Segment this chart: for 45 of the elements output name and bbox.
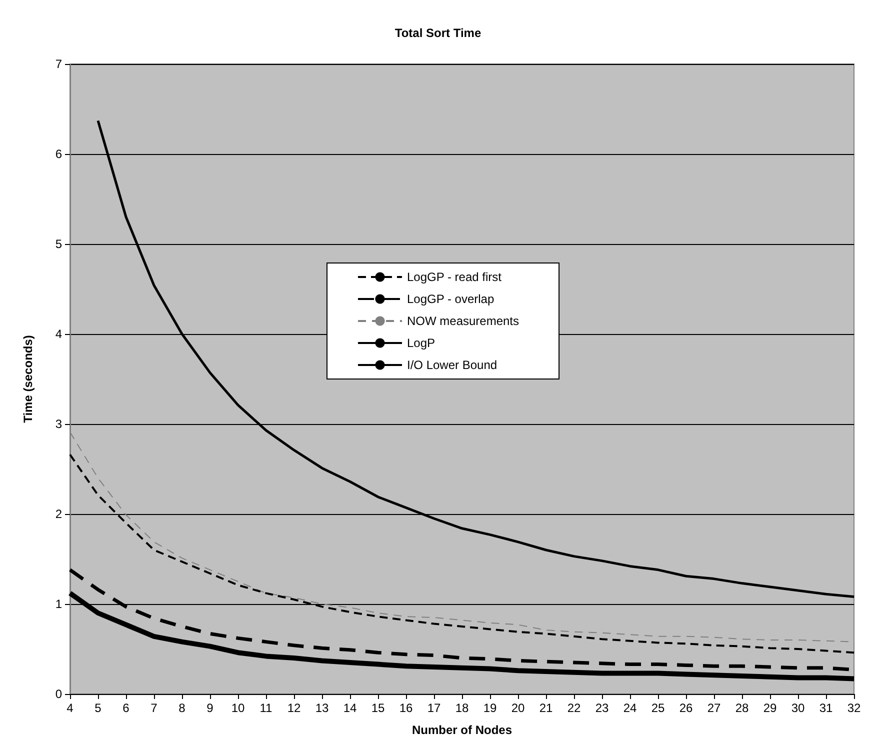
- legend-label: LogGP - overlap: [406, 292, 494, 306]
- x-tick-label: 25: [651, 701, 665, 715]
- legend-label: LogGP - read first: [406, 270, 502, 284]
- y-tick-label: 7: [55, 57, 62, 71]
- x-tick-label: 29: [763, 701, 777, 715]
- legend-label: NOW measurements: [406, 314, 520, 328]
- x-tick-label: 12: [287, 701, 301, 715]
- x-tick-label: 8: [178, 701, 186, 715]
- x-tick-label: 26: [679, 701, 693, 715]
- x-tick-label: 32: [847, 701, 861, 715]
- x-tick-label: 31: [819, 701, 833, 715]
- x-tick-label: 19: [483, 701, 497, 715]
- y-tick-label: 4: [55, 327, 62, 341]
- x-tick-label: 10: [231, 701, 245, 715]
- y-tick-label: 2: [55, 507, 62, 521]
- x-tick-label: 21: [539, 701, 553, 715]
- x-tick-label: 5: [94, 701, 102, 715]
- legend-label: I/O Lower Bound: [406, 358, 498, 372]
- x-tick-label: 13: [315, 701, 329, 715]
- y-tick-label: 5: [55, 237, 62, 251]
- x-tick-label: 28: [735, 701, 749, 715]
- x-tick-label: 27: [707, 701, 721, 715]
- x-tick-label: 9: [206, 701, 214, 715]
- x-tick-label: 20: [511, 701, 525, 715]
- x-tick-label: 11: [260, 701, 273, 715]
- x-tick-label: 17: [427, 701, 441, 715]
- legend-label: LogP: [406, 336, 436, 350]
- y-tick-label: 0: [55, 687, 62, 701]
- y-tick-label: 1: [55, 597, 62, 611]
- y-tick-label: 6: [55, 147, 62, 161]
- x-tick-label: 22: [567, 701, 581, 715]
- x-tick-label: 16: [399, 701, 413, 715]
- x-tick-label: 24: [623, 701, 637, 715]
- x-axis-title: Number of Nodes: [412, 723, 512, 737]
- x-tick-label: 15: [371, 701, 385, 715]
- x-tick-label: 14: [343, 701, 357, 715]
- y-axis-title: Time (seconds): [21, 335, 35, 423]
- x-tick-label: 6: [122, 701, 130, 715]
- x-tick-label: 4: [66, 701, 74, 715]
- x-tick-label: 30: [791, 701, 805, 715]
- chart-title: Total Sort Time: [394, 26, 482, 40]
- x-tick-label: 7: [150, 701, 158, 715]
- x-tick-label: 23: [595, 701, 609, 715]
- x-tick-label: 18: [455, 701, 469, 715]
- y-tick-label: 3: [55, 417, 62, 431]
